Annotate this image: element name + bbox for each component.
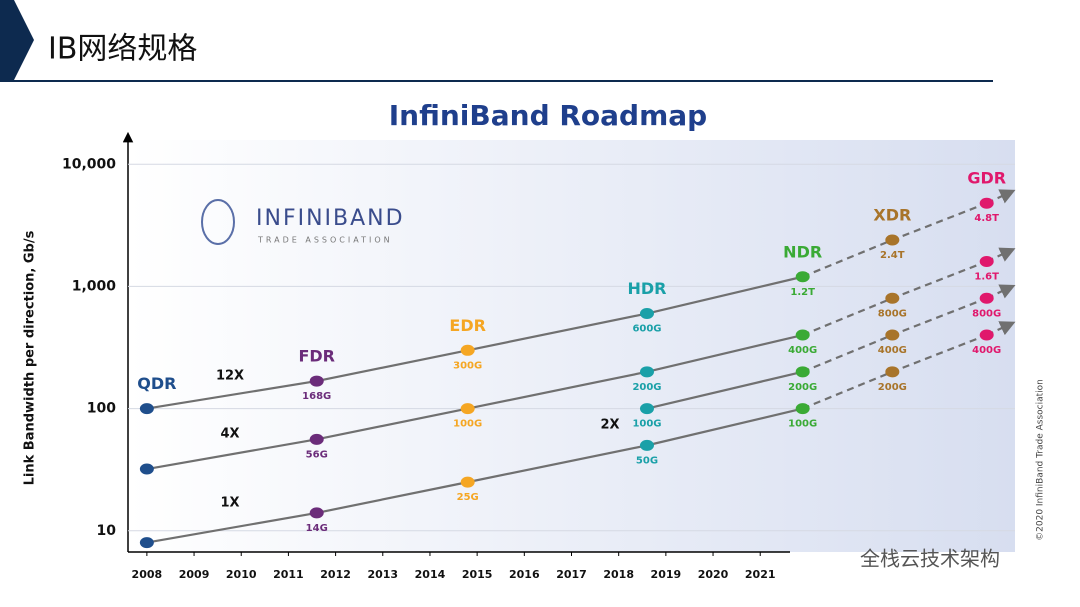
x-tick-label: 2013	[367, 568, 398, 581]
value-label: 400G	[878, 345, 907, 356]
y-tick-label: 10,000	[62, 156, 116, 172]
slide-title: IB网络规格	[48, 32, 197, 67]
data-point	[309, 375, 324, 387]
logo-icon	[201, 199, 235, 245]
value-label: 400G	[972, 345, 1001, 356]
series-label: 1X	[220, 496, 239, 511]
value-label: 300G	[453, 360, 482, 371]
generation-label: XDR	[873, 205, 911, 224]
x-tick-label: 2015	[462, 568, 493, 581]
y-axis-label: Link Bandwidth per direction, Gb/s	[23, 230, 38, 485]
data-point	[979, 329, 994, 341]
data-point	[460, 476, 475, 488]
line	[646, 370, 803, 410]
watermark: 全栈云技术架构	[860, 547, 1000, 571]
value-label: 200G	[878, 382, 907, 393]
x-tick-label: 2008	[132, 568, 163, 581]
data-point	[885, 292, 900, 304]
value-label: 1.2T	[790, 287, 815, 298]
x-tick-label: 2012	[320, 568, 351, 581]
generation-label: EDR	[449, 316, 486, 335]
series-label: 2X	[600, 418, 619, 433]
value-label: 50G	[636, 455, 658, 466]
data-point	[139, 403, 154, 415]
x-tick-label: 2010	[226, 568, 257, 581]
logo-subtitle: TRADE ASSOCIATION	[257, 236, 393, 245]
data-point	[795, 403, 810, 415]
data-point	[309, 433, 324, 445]
generation-label: FDR	[298, 347, 335, 366]
generation-label: HDR	[627, 279, 666, 298]
value-label: 2.4T	[880, 250, 905, 261]
data-point	[639, 403, 654, 415]
logo-name: INFINIBAND	[256, 206, 405, 231]
series-label: 4X	[220, 427, 239, 442]
data-point	[795, 329, 810, 341]
data-point	[639, 439, 654, 451]
value-label: 1.6T	[974, 271, 999, 282]
value-label: 600G	[632, 324, 661, 335]
x-tick-label: 2017	[556, 568, 587, 581]
data-point	[139, 463, 154, 475]
data-point	[885, 329, 900, 341]
value-label: 168G	[302, 391, 331, 402]
data-point	[639, 308, 654, 320]
data-point	[460, 403, 475, 415]
data-point	[885, 234, 900, 246]
data-point	[795, 271, 810, 283]
x-tick-label: 2018	[603, 568, 634, 581]
value-label: 100G	[632, 419, 661, 430]
data-point	[885, 366, 900, 378]
value-label: 25G	[457, 492, 479, 503]
x-tick-label: 2009	[179, 568, 210, 581]
value-label: 4.8T	[974, 213, 999, 224]
value-label: 100G	[788, 419, 817, 430]
generation-label: QDR	[137, 374, 176, 393]
x-tick-label: 2014	[415, 568, 446, 581]
value-label: 56G	[306, 449, 328, 460]
value-label: 14G	[306, 523, 328, 534]
x-tick-label: 2020	[698, 568, 729, 581]
data-point	[979, 292, 994, 304]
value-label: 100G	[453, 419, 482, 430]
data-point	[639, 366, 654, 378]
x-tick-label: 2019	[651, 568, 682, 581]
x-tick-label: 2021	[745, 568, 776, 581]
copyright: ©2020 InfiniBand Trade Association	[1036, 379, 1046, 541]
data-point	[979, 255, 994, 267]
logo: INFINIBAND TRADE ASSOCIATION	[201, 199, 405, 245]
value-label: 200G	[632, 382, 661, 393]
data-point	[139, 537, 154, 549]
value-label: 200G	[788, 382, 817, 393]
chart-title: InfiniBand Roadmap	[389, 99, 707, 132]
data-point	[460, 344, 475, 356]
value-label: 400G	[788, 345, 817, 356]
generation-label: NDR	[783, 242, 822, 261]
y-tick-label: 10	[97, 523, 117, 539]
x-tick-label: 2016	[509, 568, 540, 581]
value-label: 800G	[878, 308, 907, 319]
series-label: 12X	[216, 369, 244, 384]
data-point	[979, 197, 994, 209]
data-point	[309, 507, 324, 519]
generation-label: GDR	[967, 169, 1006, 188]
plot-area	[128, 140, 1015, 552]
y-tick-label: 100	[87, 401, 116, 417]
data-point	[795, 366, 810, 378]
y-tick-label: 1,000	[72, 278, 117, 294]
x-tick-label: 2011	[273, 568, 304, 581]
value-label: 800G	[972, 308, 1001, 319]
title-chevron	[0, 0, 34, 80]
